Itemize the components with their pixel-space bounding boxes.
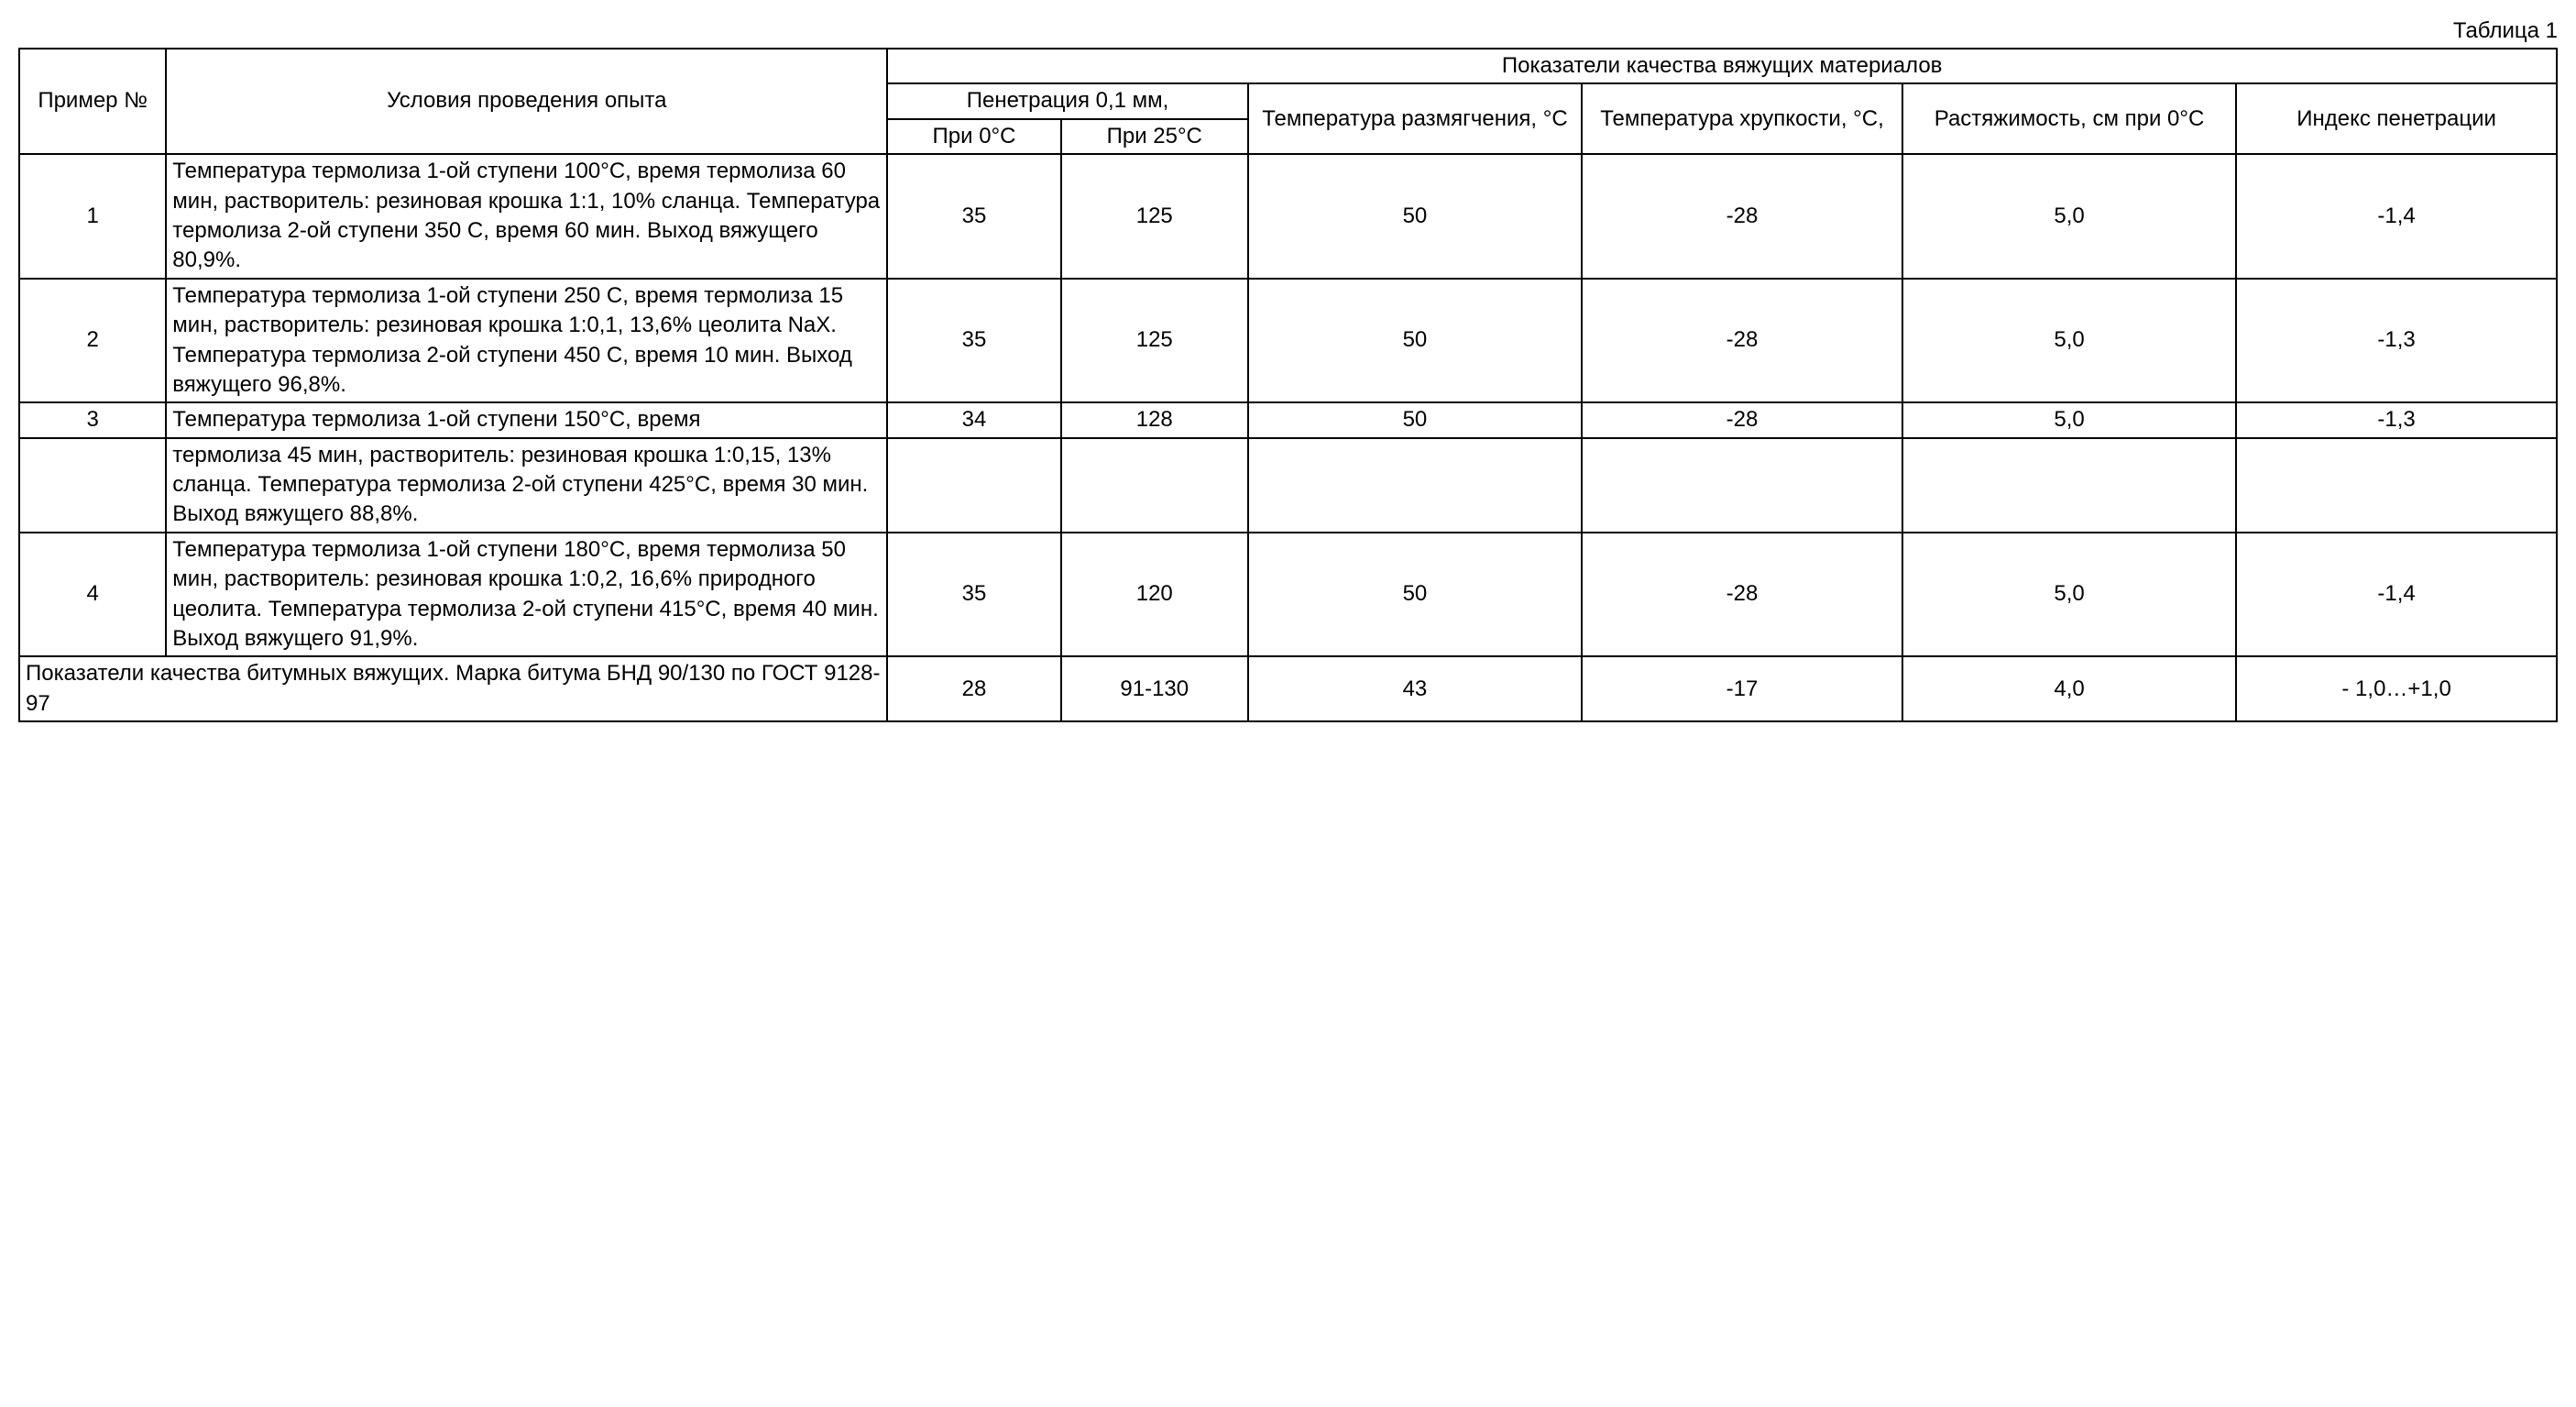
cell-example-no: 2 [19, 279, 166, 403]
cell-pen-25 [1061, 438, 1248, 533]
footer-extensibility: 4,0 [1902, 656, 2236, 721]
cell-pen-index: -1,3 [2236, 402, 2557, 437]
table-row: 3Температура термолиза 1-ой ступени 150°… [19, 402, 2557, 437]
cell-pen-0: 34 [887, 402, 1060, 437]
col-header-softening: Температура размягчения, °С [1248, 83, 1582, 154]
header-row-1: Пример № Условия проведения опыта Показа… [19, 49, 2557, 83]
cell-softening: 50 [1248, 402, 1582, 437]
table-caption: Таблица 1 [18, 18, 2558, 44]
cell-conditions: Температура термолиза 1-ой ступени 180°С… [166, 533, 887, 657]
quality-table: Пример № Условия проведения опыта Показа… [18, 48, 2558, 722]
cell-example-no [19, 438, 166, 533]
footer-brittleness: -17 [1582, 656, 1902, 721]
cell-pen-0: 35 [887, 279, 1060, 403]
cell-conditions: термолиза 45 мин, растворитель: ре­зинов… [166, 438, 887, 533]
cell-pen-25: 128 [1061, 402, 1248, 437]
footer-pen-25: 91-130 [1061, 656, 1248, 721]
table-row: 4Температура термолиза 1-ой ступени 180°… [19, 533, 2557, 657]
cell-pen-index [2236, 438, 2557, 533]
col-header-pen-0: При 0°С [887, 119, 1060, 154]
footer-pen-0: 28 [887, 656, 1060, 721]
col-header-pen-index: Индекс пенетрации [2236, 83, 2557, 154]
cell-softening: 50 [1248, 533, 1582, 657]
table-row: 1Температура термолиза 1-ой ступени 100°… [19, 154, 2557, 279]
table-row: 2Температура термолиза 1-ой ступени 250 … [19, 279, 2557, 403]
cell-brittleness: -28 [1582, 402, 1902, 437]
col-group-quality: Показатели качества вяжущих материалов [887, 49, 2557, 83]
cell-extensibility: 5,0 [1902, 402, 2236, 437]
col-header-conditions: Условия проведения опыта [166, 49, 887, 154]
cell-pen-index: -1,3 [2236, 279, 2557, 403]
cell-brittleness [1582, 438, 1902, 533]
cell-pen-0: 35 [887, 154, 1060, 279]
footer-pen-index: - 1,0…+1,0 [2236, 656, 2557, 721]
cell-example-no: 4 [19, 533, 166, 657]
cell-brittleness: -28 [1582, 533, 1902, 657]
col-group-penetration: Пенетрация 0,1 мм, [887, 83, 1247, 118]
cell-pen-0 [887, 438, 1060, 533]
cell-example-no: 1 [19, 154, 166, 279]
col-header-extensibility: Растяжимость, см при 0°С [1902, 83, 2236, 154]
col-header-brittleness: Температура хрупкости, °С, [1582, 83, 1902, 154]
cell-extensibility: 5,0 [1902, 279, 2236, 403]
cell-brittleness: -28 [1582, 279, 1902, 403]
cell-pen-25: 125 [1061, 154, 1248, 279]
cell-softening: 50 [1248, 154, 1582, 279]
col-header-pen-25: При 25°С [1061, 119, 1248, 154]
cell-extensibility: 5,0 [1902, 533, 2236, 657]
cell-softening [1248, 438, 1582, 533]
cell-softening: 50 [1248, 279, 1582, 403]
footer-row: Показатели качества битумных вяжущих. Ма… [19, 656, 2557, 721]
cell-extensibility [1902, 438, 2236, 533]
cell-pen-25: 125 [1061, 279, 1248, 403]
cell-pen-index: -1,4 [2236, 533, 2557, 657]
cell-conditions: Температура термолиза 1-ой ступени 100°С… [166, 154, 887, 279]
cell-conditions: Температура термолиза 1-ой ступени 150°С… [166, 402, 887, 437]
cell-pen-index: -1,4 [2236, 154, 2557, 279]
cell-extensibility: 5,0 [1902, 154, 2236, 279]
footer-label: Показатели качества битумных вяжущих. Ма… [19, 656, 887, 721]
cell-pen-0: 35 [887, 533, 1060, 657]
footer-softening: 43 [1248, 656, 1582, 721]
cell-conditions: Температура термолиза 1-ой ступени 250 С… [166, 279, 887, 403]
col-header-example-no: Пример № [19, 49, 166, 154]
table-row: термолиза 45 мин, растворитель: ре­зинов… [19, 438, 2557, 533]
cell-pen-25: 120 [1061, 533, 1248, 657]
cell-brittleness: -28 [1582, 154, 1902, 279]
cell-example-no: 3 [19, 402, 166, 437]
